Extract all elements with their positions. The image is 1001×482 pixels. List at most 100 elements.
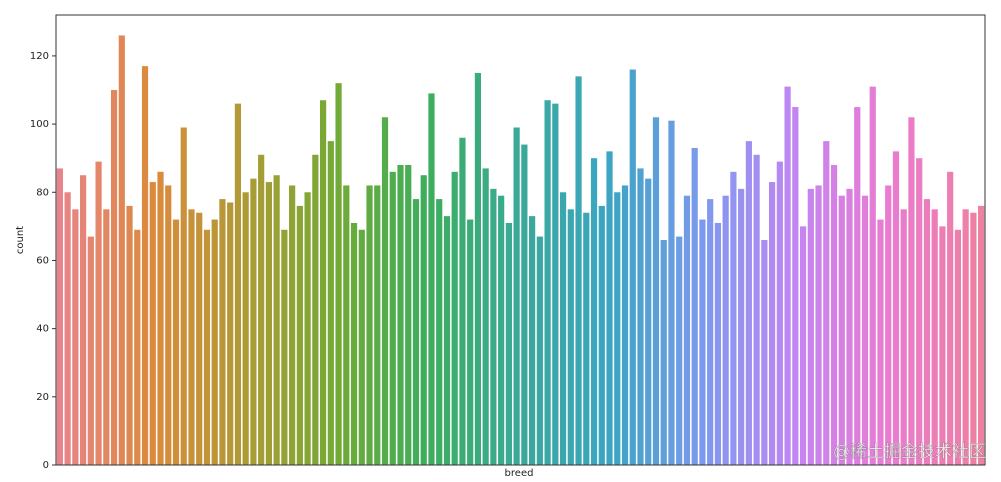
bar bbox=[103, 209, 110, 465]
bar bbox=[931, 209, 938, 465]
bar bbox=[72, 209, 79, 465]
bar bbox=[343, 185, 350, 466]
bar bbox=[792, 107, 799, 465]
y-tick-label: 100 bbox=[30, 119, 49, 130]
bar bbox=[683, 195, 691, 465]
bar bbox=[196, 212, 203, 465]
bar bbox=[916, 158, 923, 465]
bar bbox=[714, 222, 722, 465]
bar bbox=[544, 100, 551, 466]
bar bbox=[722, 195, 729, 465]
bar bbox=[892, 151, 900, 465]
bar bbox=[366, 185, 373, 466]
bar bbox=[126, 205, 133, 465]
bar bbox=[273, 175, 280, 465]
bar bbox=[513, 127, 520, 465]
bar bbox=[567, 209, 574, 465]
bar bbox=[908, 117, 915, 465]
bar bbox=[621, 185, 629, 466]
bar bbox=[374, 185, 381, 466]
bar bbox=[691, 147, 698, 466]
bar bbox=[405, 165, 412, 465]
bar bbox=[64, 192, 71, 466]
bar bbox=[95, 161, 102, 465]
bar bbox=[172, 219, 180, 465]
bar bbox=[645, 178, 652, 466]
bar bbox=[652, 117, 660, 465]
bar bbox=[707, 199, 714, 465]
bar bbox=[745, 141, 752, 466]
bar bbox=[769, 182, 776, 465]
bar bbox=[970, 212, 977, 465]
bar bbox=[110, 90, 118, 465]
bar bbox=[459, 137, 466, 465]
bar bbox=[118, 35, 125, 466]
bar bbox=[575, 76, 582, 465]
bar bbox=[397, 165, 404, 465]
bar bbox=[134, 229, 141, 465]
bar bbox=[141, 66, 149, 466]
bar bbox=[149, 182, 156, 465]
bar bbox=[815, 185, 822, 466]
bar bbox=[939, 226, 946, 465]
bar bbox=[753, 154, 760, 466]
bar bbox=[583, 212, 590, 465]
bar bbox=[877, 219, 884, 465]
bar bbox=[738, 188, 745, 465]
bar bbox=[381, 117, 389, 465]
bar bbox=[529, 216, 536, 465]
y-tick-label: 80 bbox=[36, 187, 49, 198]
bar bbox=[56, 168, 63, 465]
bar bbox=[854, 107, 861, 465]
bar bbox=[319, 100, 327, 466]
bar bbox=[954, 229, 962, 465]
bar bbox=[289, 185, 296, 466]
plot-frame bbox=[55, 14, 986, 466]
bar bbox=[443, 216, 451, 465]
y-tick-label: 60 bbox=[36, 255, 49, 266]
bar bbox=[87, 236, 94, 465]
bar bbox=[234, 103, 242, 466]
bar bbox=[428, 93, 435, 465]
bar bbox=[412, 199, 420, 465]
bar bbox=[335, 83, 342, 465]
bar bbox=[219, 199, 226, 465]
bar bbox=[776, 161, 783, 465]
bar bbox=[467, 219, 474, 465]
bar bbox=[211, 219, 218, 465]
y-axis-label: count bbox=[15, 226, 26, 254]
bar bbox=[614, 192, 621, 466]
bar bbox=[947, 171, 954, 465]
bar bbox=[699, 219, 706, 465]
bar bbox=[420, 175, 427, 465]
bar bbox=[869, 86, 876, 465]
y-tick-label: 40 bbox=[36, 324, 49, 335]
bar bbox=[676, 236, 683, 465]
bar bbox=[281, 229, 288, 465]
bar bbox=[165, 185, 172, 466]
bar bbox=[923, 199, 931, 465]
bar bbox=[861, 195, 869, 465]
bar bbox=[350, 222, 358, 465]
bar bbox=[660, 240, 667, 465]
bar bbox=[885, 185, 892, 466]
bar bbox=[962, 209, 969, 465]
bar bbox=[606, 151, 613, 465]
bar bbox=[180, 127, 187, 465]
bar bbox=[559, 192, 567, 466]
bar bbox=[436, 199, 443, 465]
bar bbox=[830, 165, 838, 465]
bar bbox=[157, 171, 164, 465]
bar bbox=[668, 120, 675, 465]
bar bbox=[203, 229, 211, 465]
bar bbox=[823, 141, 830, 466]
bar bbox=[598, 205, 605, 465]
bar bbox=[490, 188, 497, 465]
bar bbox=[304, 192, 311, 466]
bar bbox=[730, 171, 737, 465]
bar bbox=[761, 240, 768, 465]
bar bbox=[242, 192, 249, 466]
bar bbox=[784, 86, 791, 465]
bar bbox=[590, 158, 598, 465]
